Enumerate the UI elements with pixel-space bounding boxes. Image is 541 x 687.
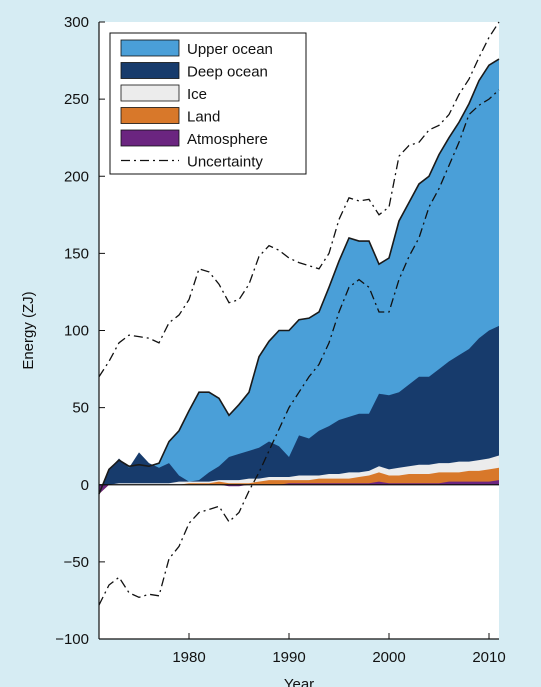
y-tick-label: −50 [64,554,89,571]
y-tick-label: 150 [64,245,89,262]
uncertainty-lower-line [98,89,500,606]
uncertainty-lines [98,21,500,606]
area-deep-ocean [99,325,499,495]
y-tick-label: 250 [64,91,89,108]
area-upper-ocean [99,59,499,495]
area-atmosphere [99,480,499,495]
legend-label-land: Land [187,109,220,126]
area-land [99,467,499,495]
total-outline [98,58,500,495]
legend-label-deep-ocean: Deep ocean [187,64,268,81]
legend: Upper ocean Deep ocean Ice Land Atmosphere Un… [109,32,307,175]
legend-label-uncertainty: Uncertainty [187,154,263,171]
legend-box [109,32,307,175]
x-tick-label: 1980 [172,649,205,666]
x-tick-label: 1990 [272,649,305,666]
y-axis-title: Energy (ZJ) [20,291,37,369]
y-tick-label: 300 [64,14,89,31]
legend-swatch-deep-ocean [120,62,180,79]
y-tick-label: 200 [64,168,89,185]
y-tick-label: 100 [64,323,89,340]
x-axis-title: Year [284,676,314,687]
uncertainty-upper-line [98,21,500,378]
legend-swatch-atmosphere [120,129,180,147]
x-tick-label: 2000 [372,649,405,666]
x-axis-ticks: 1980 1990 2000 2010 [172,633,506,666]
legend-swatch-ice [120,84,180,102]
legend-label-upper-ocean: Upper ocean [187,41,273,58]
y-axis-ticks: −100 −50 0 50 100 150 200 250 300 [55,14,105,648]
y-tick-label: −100 [55,631,89,648]
legend-label-ice: Ice [187,86,207,103]
legend-label-atmosphere: Atmosphere [187,131,268,148]
legend-swatch-land [120,107,180,124]
y-tick-label: 50 [72,400,89,417]
x-tick-label: 2010 [472,649,505,666]
legend-swatch-upper-ocean [120,39,180,57]
y-tick-label: 0 [81,477,89,494]
